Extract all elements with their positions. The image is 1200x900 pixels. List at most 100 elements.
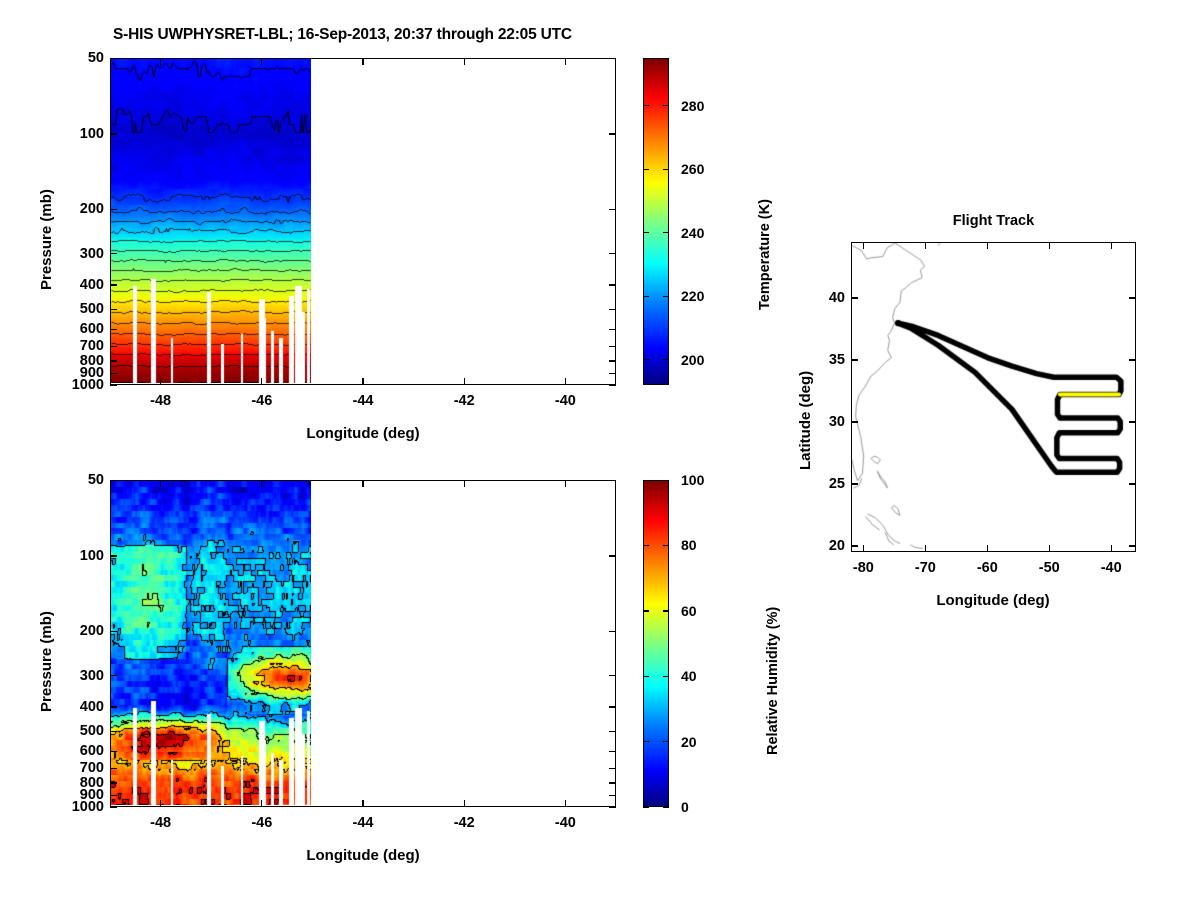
y-tick-label: 50 [87, 50, 104, 66]
flight-track-map-image[interactable] [852, 243, 1135, 551]
x-tick-mark [463, 58, 465, 65]
colorbar-tick-mark [643, 741, 649, 743]
y-tick-label: 700 [79, 760, 104, 777]
map-y-tick-mark [851, 359, 858, 361]
colorbar-tick-label: 220 [681, 288, 705, 305]
colorbar-tick-mark [643, 610, 649, 612]
y-tick-mark [609, 384, 616, 386]
x-tick-label: -46 [251, 393, 273, 409]
temperature-cross-section-image [111, 59, 311, 383]
map-y-tick-mark [1129, 483, 1136, 485]
colorbar-tick-label: 0 [681, 799, 689, 815]
map-x-tick-mark [1048, 545, 1050, 552]
colorbar-tick-label: 20 [681, 733, 697, 750]
y-tick-mark [609, 479, 616, 481]
y-tick-label: 400 [79, 698, 104, 715]
map-y-tick-mark [851, 297, 858, 299]
map-x-tick-label: -50 [1038, 560, 1060, 576]
map-x-tick-mark [986, 242, 988, 249]
y-tick-mark [609, 794, 616, 797]
map-y-tick-mark [1129, 359, 1136, 361]
map-y-tick-mark [1129, 545, 1136, 547]
x-tick-mark [362, 800, 364, 807]
colorbar-tick-label: 80 [681, 537, 697, 554]
x-tick-mark [159, 58, 162, 65]
map-y-tick-mark [851, 545, 858, 547]
map-y-tick-mark [1129, 421, 1136, 423]
y-tick-label: 500 [79, 723, 104, 740]
map-y-tick-label: 35 [828, 351, 845, 368]
y-tick-mark [609, 360, 616, 362]
relative-humidity-cross-section-image [111, 481, 311, 805]
x-tick-label: -40 [554, 815, 576, 831]
relative-humidity-colorbar[interactable] [643, 480, 669, 807]
colorbar-tick-mark [643, 105, 649, 107]
y-tick-mark [110, 730, 117, 733]
colorbar-tick-mark [643, 295, 649, 297]
x-tick-mark [463, 800, 465, 807]
map-x-tick-label: -70 [914, 560, 936, 576]
y-tick-mark [609, 345, 616, 347]
x-tick-mark [261, 378, 263, 385]
y-tick-label: 500 [79, 301, 104, 318]
relative-humidity-x-axis-label: Longitude (deg) [306, 847, 420, 864]
x-tick-label: -48 [150, 815, 172, 831]
y-tick-mark [110, 630, 117, 633]
flight-track-x-axis-label: Longitude (deg) [936, 592, 1050, 609]
y-tick-label: 100 [79, 125, 104, 142]
y-tick-mark [110, 767, 117, 769]
colorbar-tick-mark [663, 479, 669, 481]
page-title: S-HIS UWPHYSRET-LBL; 16-Sep-2013, 20:37 … [113, 26, 572, 43]
x-tick-mark [362, 378, 364, 385]
y-tick-mark [609, 630, 616, 633]
y-tick-label: 300 [79, 245, 104, 262]
map-y-tick-label: 20 [828, 537, 845, 554]
map-x-tick-mark [924, 242, 927, 249]
y-tick-label: 700 [79, 338, 104, 355]
x-tick-mark [564, 58, 567, 65]
x-tick-label: -42 [453, 815, 475, 831]
colorbar-tick-mark [663, 105, 669, 107]
map-x-tick-mark [862, 545, 865, 552]
colorbar-tick-mark [663, 295, 669, 297]
x-tick-mark [159, 800, 162, 807]
y-tick-mark [110, 706, 117, 708]
y-tick-mark [110, 284, 117, 286]
colorbar-tick-mark [663, 168, 669, 170]
colorbar-tick-mark [643, 359, 649, 361]
y-tick-mark [110, 360, 117, 362]
x-tick-label: -44 [352, 815, 374, 831]
temperature-colorbar[interactable] [643, 58, 669, 385]
map-y-tick-mark [1129, 297, 1136, 299]
x-tick-label: -48 [150, 393, 172, 409]
y-tick-mark [609, 750, 616, 753]
colorbar-tick-mark [663, 610, 669, 612]
x-tick-mark [564, 378, 567, 385]
flight-track-y-axis-label: Latitude (deg) [797, 370, 814, 470]
y-tick-label: 900 [79, 787, 104, 804]
y-tick-mark [110, 555, 117, 557]
y-tick-mark [110, 675, 117, 677]
y-tick-label: 800 [79, 352, 104, 369]
x-tick-mark [261, 58, 263, 65]
colorbar-tick-label: 40 [681, 668, 697, 685]
y-tick-label: 200 [79, 623, 104, 640]
colorbar-tick-mark [663, 544, 669, 547]
colorbar-tick-mark [643, 675, 649, 677]
y-tick-mark [609, 328, 616, 331]
y-tick-mark [110, 345, 117, 347]
x-tick-label: -40 [554, 393, 576, 409]
y-tick-label: 400 [79, 276, 104, 293]
map-x-tick-mark [862, 242, 865, 249]
map-x-tick-mark [1110, 545, 1112, 552]
y-tick-mark [609, 57, 616, 59]
colorbar-tick-label: 100 [681, 472, 705, 488]
y-tick-mark [609, 372, 616, 375]
map-x-tick-label: -60 [976, 560, 998, 576]
y-tick-mark [609, 806, 616, 808]
y-tick-label: 200 [79, 201, 104, 218]
x-tick-label: -42 [453, 393, 475, 409]
y-tick-mark [110, 133, 117, 135]
x-tick-label: -44 [352, 393, 374, 409]
y-tick-label: 1000 [71, 799, 104, 815]
